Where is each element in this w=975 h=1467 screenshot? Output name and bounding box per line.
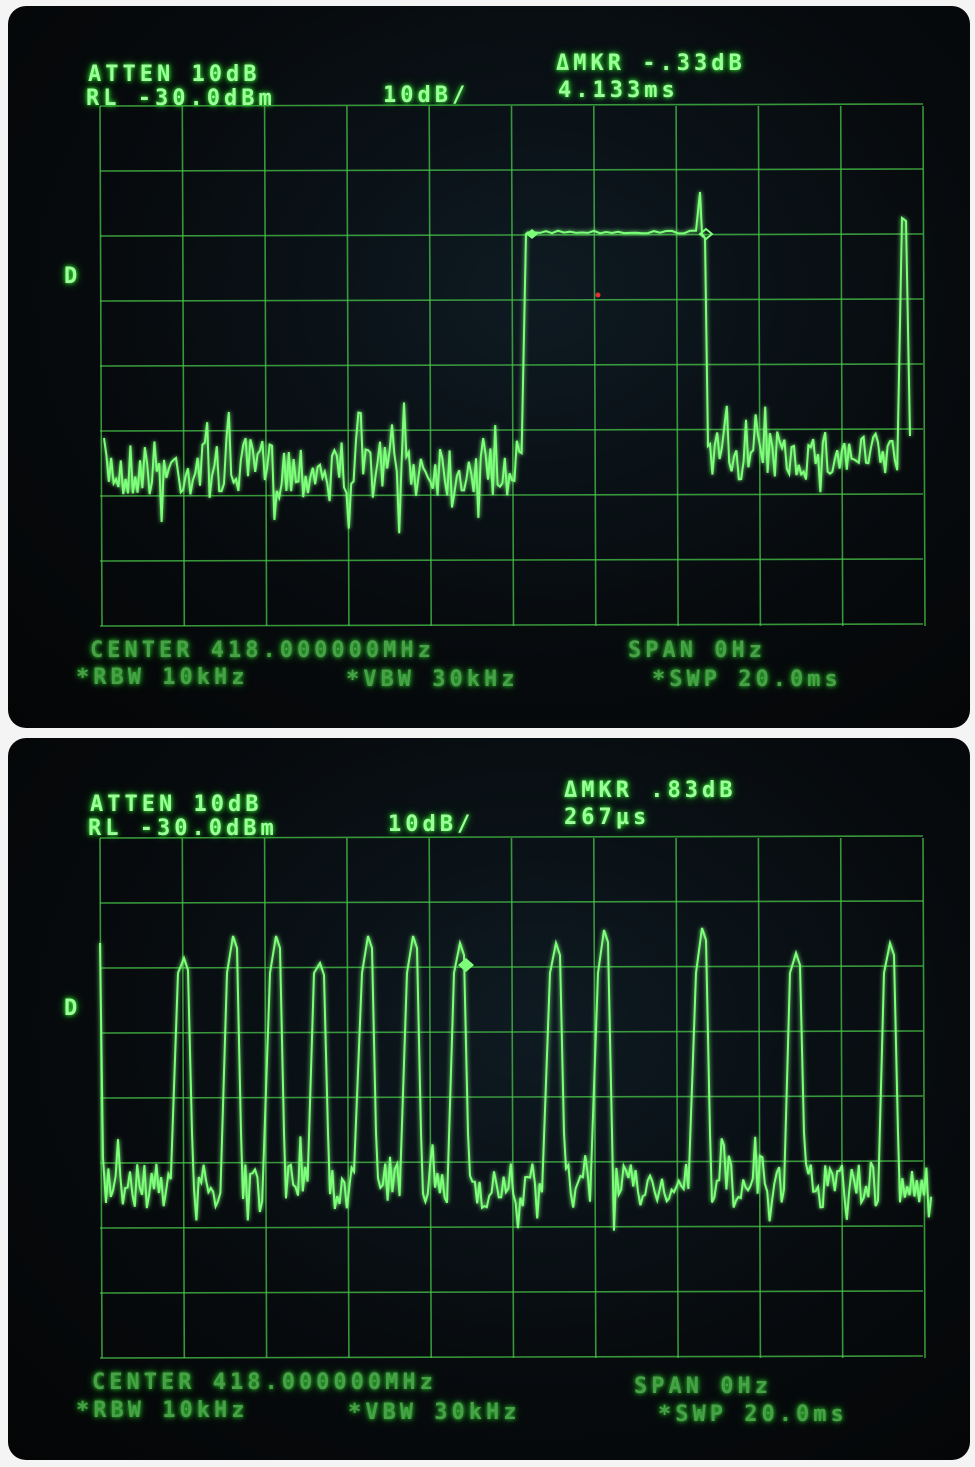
graticule-vertical-line	[675, 105, 679, 627]
display-line-marker: D	[64, 996, 82, 1021]
graticule-horizontal-line	[99, 363, 924, 367]
graticule-vertical-line	[428, 105, 433, 627]
graticule-vertical-line	[922, 837, 926, 1359]
delta-marker-time: 267µs	[564, 805, 651, 830]
graticule-vertical-line	[757, 837, 762, 1359]
graticule-vertical-line	[839, 837, 844, 1359]
delta-marker-amplitude: ΔMKR -.33dB	[556, 51, 746, 76]
vbw-label: *VBW 30kHz	[348, 1400, 521, 1425]
graticule-vertical-line	[757, 105, 762, 627]
rbw-label: *RBW 10kHz	[76, 1398, 249, 1423]
trace-graticule-top	[99, 103, 926, 627]
scale-label: 10dB/	[383, 83, 470, 108]
graticule-vertical-line	[510, 105, 515, 627]
graticule-horizontal-line	[99, 1160, 924, 1164]
graticule-horizontal-line	[99, 558, 924, 562]
graticule-horizontal-line	[99, 298, 924, 302]
graticule-horizontal-line	[99, 900, 924, 904]
graticule-vertical-line	[592, 837, 597, 1359]
graticule-vertical-line	[675, 837, 679, 1359]
graticule-horizontal-line	[99, 168, 924, 172]
graticule-horizontal-line	[99, 493, 924, 497]
graticule-horizontal-line	[99, 428, 924, 432]
sweep-time-label: *SWP 20.0ms	[658, 1402, 848, 1427]
graticule-horizontal-line	[99, 1030, 924, 1034]
spectrum-display-top: ATTEN 10dB RL -30.0dBm 10dB/ ΔMKR -.33dB…	[8, 6, 970, 728]
delta-marker-diamond	[698, 227, 714, 241]
rbw-label: *RBW 10kHz	[76, 665, 249, 690]
graticule-vertical-line	[428, 837, 433, 1359]
span-label: SPAN 0Hz	[634, 1374, 772, 1399]
trace-graticule-bottom	[99, 835, 933, 1359]
graticule-vertical-line	[510, 837, 515, 1359]
graticule-horizontal-line	[99, 623, 924, 627]
center-frequency-label: CENTER 418.000000MHz	[90, 638, 435, 663]
graticule-vertical-line	[922, 105, 926, 627]
delta-marker-amplitude: ΔMKR .83dB	[564, 778, 737, 803]
graticule-horizontal-line	[99, 1290, 924, 1294]
delta-marker-time: 4.133ms	[558, 78, 679, 103]
atten-label: ATTEN 10dB	[88, 62, 261, 87]
span-label: SPAN 0Hz	[628, 638, 766, 663]
graticule-horizontal-line	[99, 1355, 924, 1359]
vbw-label: *VBW 30kHz	[346, 667, 519, 692]
graticule-vertical-line	[839, 105, 844, 627]
reference-level-label: RL -30.0dBm	[88, 816, 278, 841]
delta-marker-diamond	[458, 958, 474, 972]
spectrum-display-bottom: ATTEN 10dB RL -30.0dBm 10dB/ ΔMKR .83dB …	[8, 738, 970, 1460]
reference-level-label: RL -30.0dBm	[86, 86, 276, 111]
scale-label: 10dB/	[388, 812, 475, 837]
signal-trace	[99, 927, 933, 1231]
sweep-time-label: *SWP 20.0ms	[652, 667, 842, 692]
marker-diamond	[526, 229, 538, 239]
center-frequency-label: CENTER 418.000000MHz	[92, 1370, 437, 1395]
graticule-horizontal-line	[99, 1225, 924, 1229]
red-dot	[595, 292, 601, 298]
graticule-horizontal-line	[99, 103, 924, 107]
display-line-marker: D	[64, 264, 82, 289]
graticule-horizontal-line	[99, 835, 924, 839]
graticule-vertical-line	[592, 105, 597, 627]
graticule-horizontal-line	[99, 233, 924, 237]
atten-label: ATTEN 10dB	[90, 792, 263, 817]
signal-trace	[103, 191, 911, 534]
